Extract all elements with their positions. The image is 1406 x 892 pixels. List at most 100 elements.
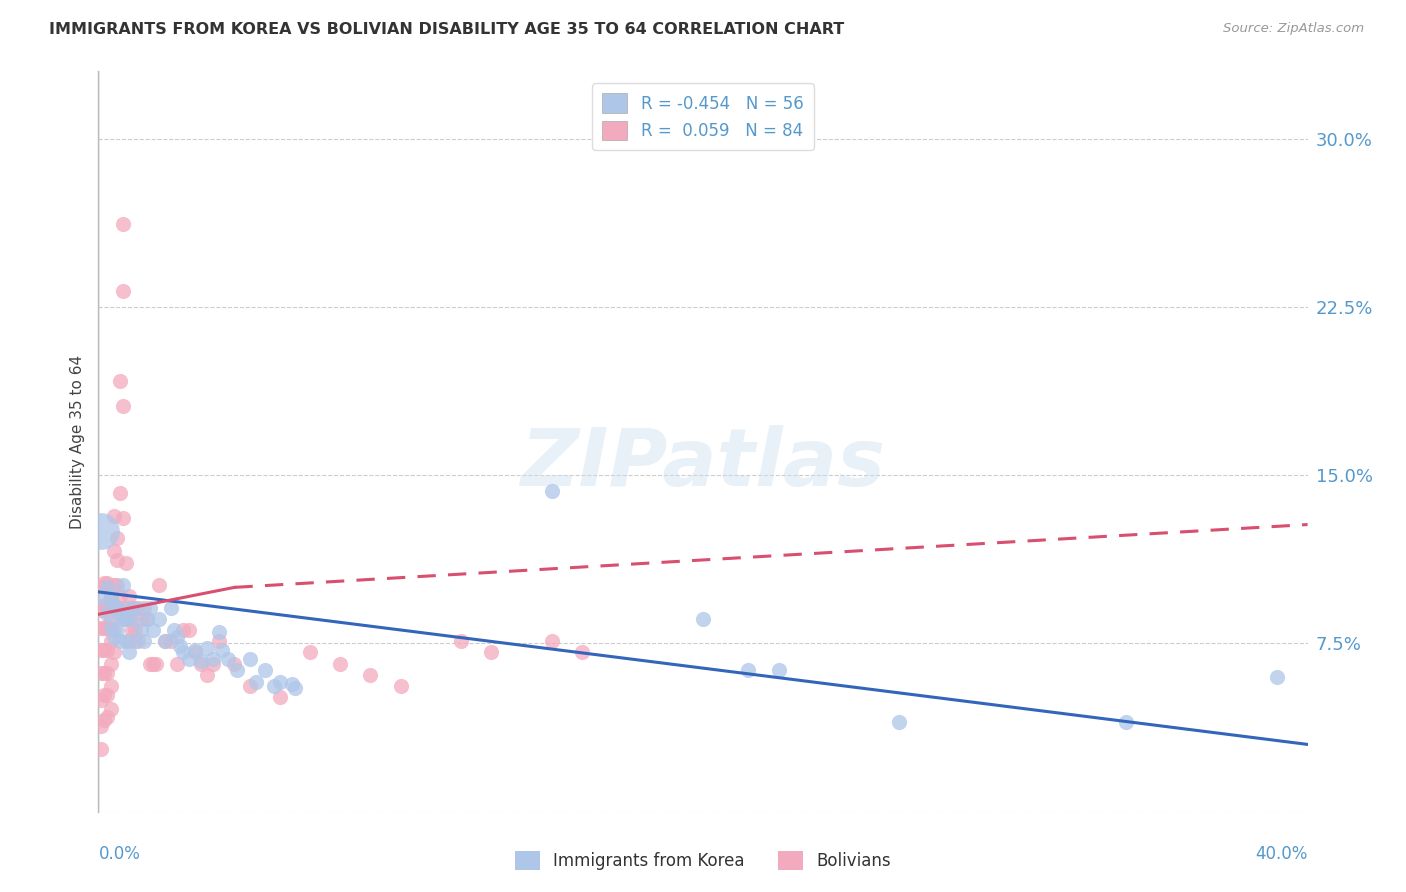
Point	[93, 575, 115, 590]
Point	[135, 612, 157, 626]
Point	[129, 612, 152, 626]
Point	[160, 634, 183, 648]
Point	[245, 674, 267, 689]
Point	[96, 575, 118, 590]
Point	[253, 664, 276, 678]
Point	[124, 634, 146, 648]
Point	[124, 600, 146, 615]
Point	[118, 590, 141, 604]
Text: 0.0%: 0.0%	[98, 845, 141, 863]
Point	[692, 612, 714, 626]
Y-axis label: Disability Age 35 to 64: Disability Age 35 to 64	[69, 354, 84, 529]
Point	[96, 710, 118, 724]
Point	[96, 665, 118, 680]
Point	[121, 600, 143, 615]
Point	[90, 742, 112, 756]
Point	[93, 643, 115, 657]
Point	[108, 609, 131, 624]
Point	[148, 612, 170, 626]
Point	[96, 621, 118, 635]
Point	[114, 612, 136, 626]
Point	[108, 634, 131, 648]
Point	[93, 599, 115, 613]
Point	[111, 600, 134, 615]
Point	[90, 580, 112, 594]
Point	[93, 591, 115, 606]
Text: Source: ZipAtlas.com: Source: ZipAtlas.com	[1223, 22, 1364, 36]
Point	[90, 603, 112, 617]
Point	[208, 625, 231, 640]
Point	[281, 677, 304, 691]
Point	[90, 643, 112, 657]
Point	[108, 374, 131, 388]
Point	[90, 621, 112, 635]
Point	[103, 578, 125, 592]
Point	[96, 599, 118, 613]
Point	[118, 645, 141, 659]
Point	[217, 652, 239, 666]
Point	[100, 701, 122, 715]
Point	[179, 623, 201, 637]
Point	[103, 544, 125, 558]
Point	[148, 578, 170, 592]
Point	[450, 634, 472, 648]
Point	[105, 600, 128, 615]
Point	[153, 634, 176, 648]
Point	[105, 578, 128, 592]
Point	[90, 719, 112, 733]
Point	[118, 600, 141, 615]
Point	[100, 634, 122, 648]
Point	[132, 634, 155, 648]
Point	[166, 630, 188, 644]
Point	[118, 612, 141, 626]
Point	[160, 600, 183, 615]
Point	[103, 508, 125, 523]
Point	[93, 688, 115, 702]
Point	[103, 630, 125, 644]
Point	[105, 600, 128, 615]
Point	[103, 600, 125, 615]
Point	[105, 531, 128, 545]
Point	[90, 524, 112, 539]
Point	[202, 657, 225, 671]
Point	[111, 399, 134, 413]
Point	[93, 665, 115, 680]
Point	[190, 657, 212, 671]
Point	[127, 600, 149, 615]
Point	[172, 645, 194, 659]
Point	[208, 634, 231, 648]
Point	[129, 623, 152, 637]
Point	[195, 640, 218, 655]
Point	[132, 600, 155, 615]
Point	[111, 511, 134, 525]
Point	[90, 665, 112, 680]
Point	[114, 556, 136, 570]
Text: ZIPatlas: ZIPatlas	[520, 425, 886, 503]
Point	[239, 679, 262, 693]
Point	[139, 600, 162, 615]
Point	[226, 664, 249, 678]
Point	[190, 654, 212, 668]
Point	[889, 714, 911, 729]
Point	[540, 634, 562, 648]
Point	[111, 612, 134, 626]
Point	[481, 645, 503, 659]
Point	[100, 679, 122, 693]
Point	[103, 599, 125, 613]
Point	[142, 657, 165, 671]
Point	[145, 657, 167, 671]
Point	[111, 217, 134, 231]
Point	[118, 634, 141, 648]
Point	[211, 643, 233, 657]
Point	[100, 621, 122, 635]
Point	[142, 623, 165, 637]
Point	[269, 690, 291, 705]
Point	[299, 645, 322, 659]
Point	[768, 664, 790, 678]
Point	[108, 590, 131, 604]
Point	[121, 612, 143, 626]
Point	[202, 652, 225, 666]
Point	[93, 621, 115, 635]
Legend: R = -0.454   N = 56, R =  0.059   N = 84: R = -0.454 N = 56, R = 0.059 N = 84	[592, 83, 814, 150]
Point	[108, 486, 131, 500]
